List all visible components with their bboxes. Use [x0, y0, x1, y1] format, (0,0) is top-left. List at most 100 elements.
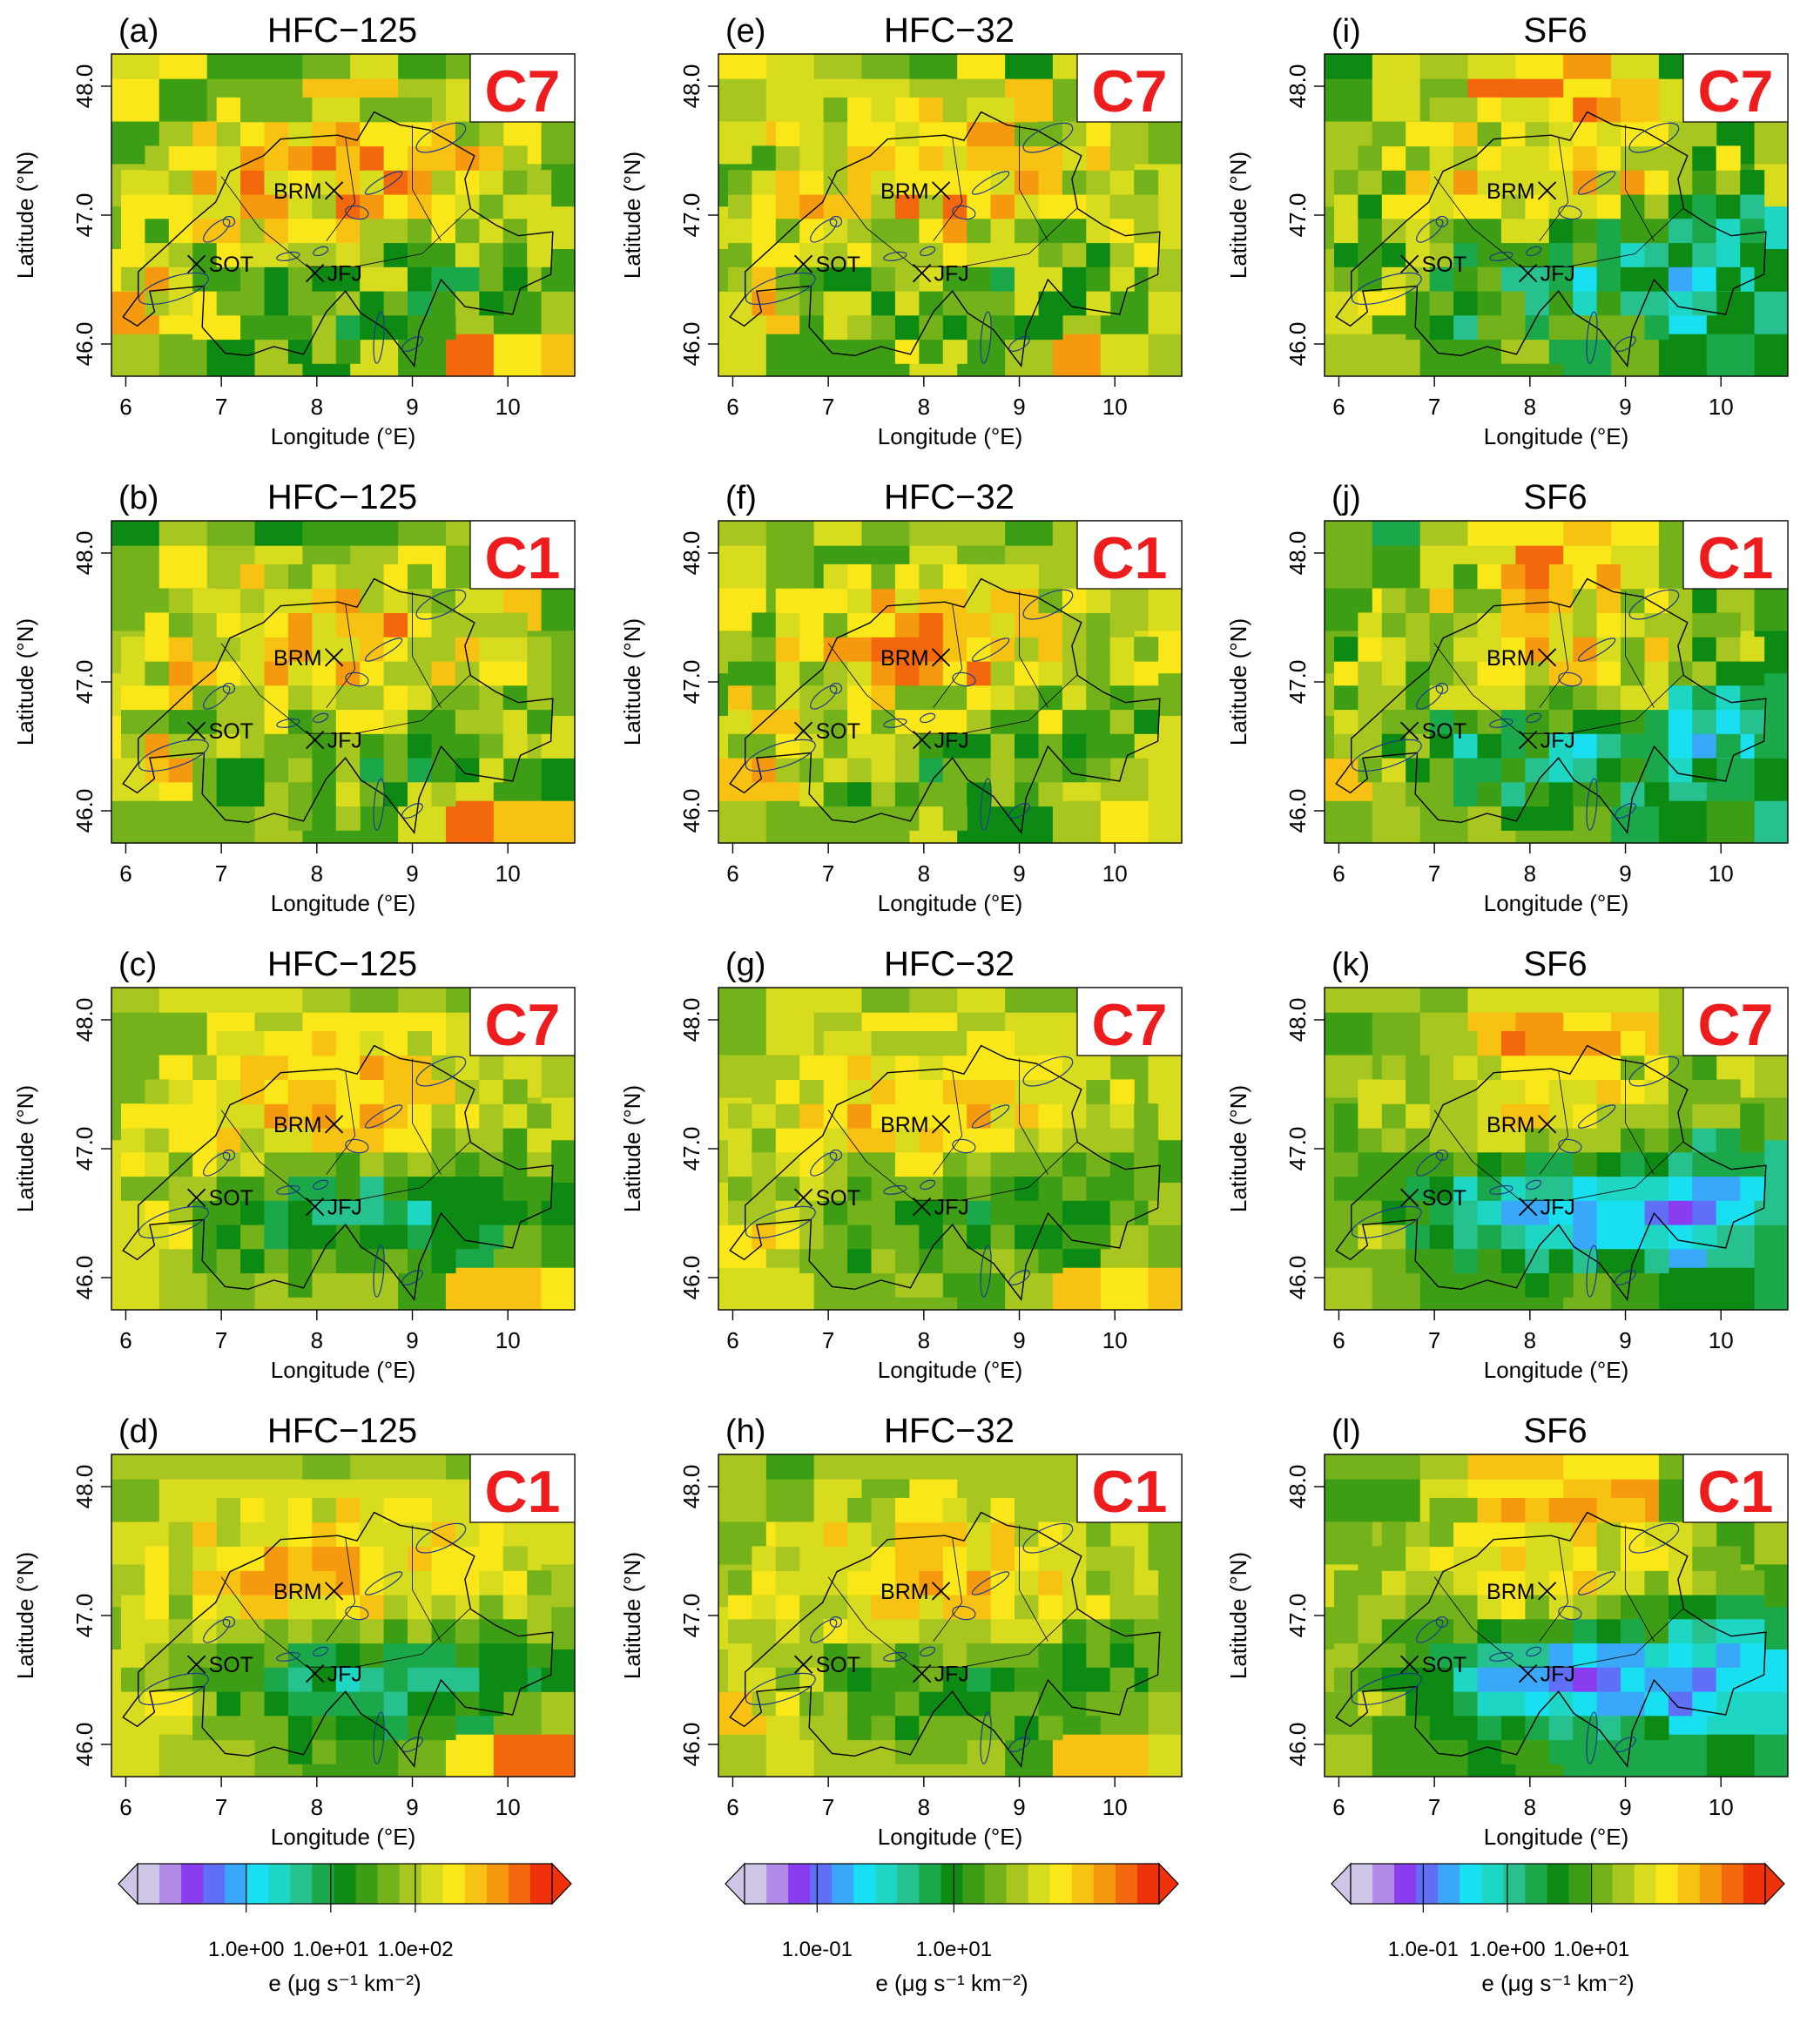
grid-cell [1406, 290, 1431, 316]
grid-cell [1525, 563, 1550, 590]
grid-cell [1621, 637, 1645, 662]
grid-cell [111, 334, 160, 376]
grid-cell [1716, 733, 1741, 759]
grid-cell [967, 1103, 992, 1129]
grid-cell [360, 1103, 385, 1129]
grid-cell [1668, 218, 1693, 244]
grid-cell [1453, 290, 1479, 316]
grid-cell [957, 988, 1006, 1013]
grid-cell [254, 1454, 303, 1480]
grid-cell [1525, 145, 1550, 171]
grid-cell [455, 145, 480, 171]
x-axis-label: Longitude (°E) [271, 423, 416, 449]
grid-cell [408, 1594, 432, 1620]
panel-title: HFC−125 [267, 1412, 417, 1450]
y-axis-label: Latitude (°N) [619, 1552, 645, 1679]
grid-cell [823, 1030, 848, 1056]
x-tick-label: 7 [215, 1794, 227, 1820]
grid-cell [1334, 1200, 1358, 1225]
grid-cell [335, 1030, 361, 1056]
grid-cell [479, 1594, 504, 1620]
station-marker [306, 1663, 325, 1683]
station-label: JFJ [327, 1196, 362, 1220]
grid-cell [158, 334, 208, 376]
grid-cell [1381, 612, 1406, 637]
grid-cell [121, 660, 145, 686]
grid-cell [360, 588, 385, 614]
grid-cell [1548, 242, 1574, 267]
grid-cell [1668, 1224, 1693, 1250]
grid-cell [1015, 145, 1039, 171]
grid-cell [479, 1079, 504, 1104]
colorbar-swatch [508, 1864, 531, 1904]
grid-cell [121, 193, 145, 219]
grid-cell [765, 800, 815, 843]
region-border [1433, 1110, 1683, 1201]
grid-cell [264, 709, 289, 734]
grid-cell [919, 660, 944, 686]
station-marker [186, 1655, 206, 1674]
grid-cell [111, 1734, 160, 1777]
grid-cell [1573, 1079, 1598, 1104]
grid-cell [1086, 637, 1111, 662]
grid-cell [1134, 1176, 1159, 1201]
x-tick-label: 7 [215, 860, 227, 887]
grid-cell [728, 170, 752, 195]
grid-cell [1381, 218, 1406, 244]
grid-cell [408, 1690, 432, 1717]
grid-cell [168, 1521, 193, 1548]
grid-cell [1548, 637, 1574, 662]
grid-cell [1525, 218, 1550, 244]
region-border [326, 138, 356, 241]
grid-cell [431, 314, 456, 341]
grid-cell [1500, 145, 1526, 171]
grid-cell [1716, 1643, 1741, 1668]
grid-cell [216, 660, 241, 686]
grid-cell [799, 193, 825, 219]
grid-cell [360, 1055, 385, 1081]
y-tick-label: 47.0 [1284, 193, 1311, 238]
station-marker [1537, 181, 1557, 200]
grid-cell [1596, 1715, 1621, 1741]
grid-cell [1381, 145, 1406, 171]
grid-cell [1015, 1667, 1039, 1692]
grid-cell [145, 1546, 170, 1571]
grid-cell [240, 242, 266, 267]
grid-cell [431, 1248, 456, 1274]
grid-cell [479, 612, 504, 637]
grid-cell [871, 757, 896, 783]
colorbar-tick-label: 1.0e+01 [1554, 1938, 1629, 1961]
grid-cell [1573, 1570, 1598, 1595]
colorbar-swatch [1743, 1864, 1766, 1904]
grid-cell [264, 1079, 289, 1104]
grid-cell [1406, 781, 1431, 807]
grid-cell [1148, 291, 1182, 334]
grid-cell [1621, 1079, 1645, 1104]
grid-cell [455, 660, 480, 686]
grid-cell [1644, 1079, 1669, 1104]
grid-cell [894, 637, 920, 662]
grid-cell [1453, 1224, 1479, 1250]
grid-cell [408, 1618, 432, 1644]
grid-cell [967, 1690, 992, 1717]
grid-cell [1062, 1079, 1087, 1104]
grid-cell [455, 1079, 480, 1104]
grid-cell [541, 291, 575, 334]
grid-cell [1015, 757, 1039, 783]
grid-cell [216, 193, 241, 219]
colorbar-swatch [1438, 1864, 1460, 1904]
grid-cell [383, 290, 408, 316]
grid-cell [847, 563, 873, 590]
grid-cell [1716, 709, 1741, 734]
grid-cell [383, 1030, 408, 1056]
region-border [220, 1576, 470, 1668]
grid-cell [1109, 170, 1135, 195]
station-label: JFJ [1540, 262, 1575, 287]
lake-outline [203, 218, 231, 243]
grid-cell [1015, 563, 1039, 590]
grid-cell [1406, 1715, 1431, 1741]
grid-cell [1692, 1521, 1717, 1548]
grid-cell [728, 685, 752, 711]
grid-cell [752, 1570, 777, 1595]
grid-cell [431, 1715, 456, 1741]
